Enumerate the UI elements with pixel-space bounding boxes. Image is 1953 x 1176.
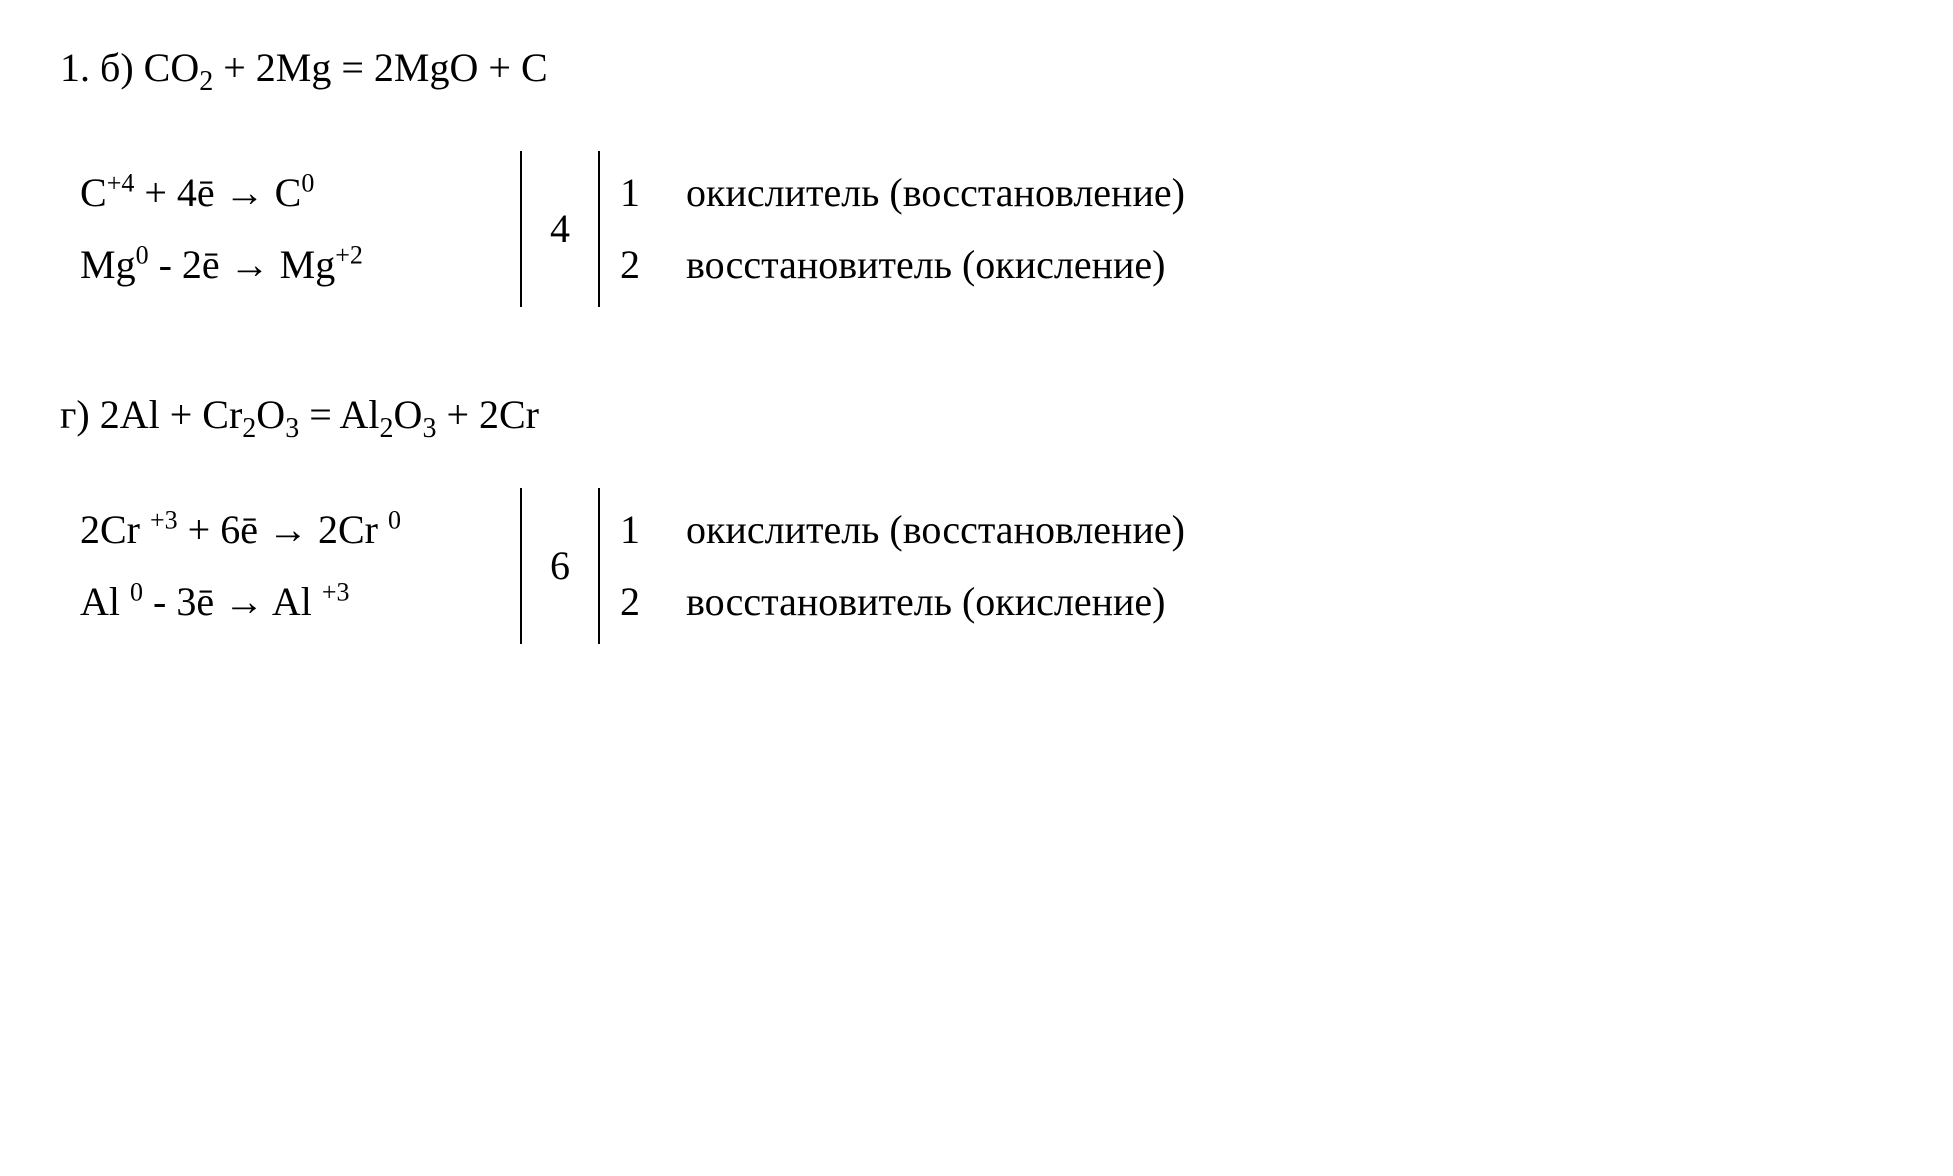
equation-0: CO2 + 2Mg = 2MgO + C [144,45,548,90]
problem-number: 1. [60,45,90,90]
label-0-1: восстановитель (окисление) [686,237,1185,293]
lcm-0: 4 [542,151,578,307]
electron-balance-0: C+4 + 4ē → C0 Mg0 - 2ē → Mg+2 4 1 2 окис… [60,151,1893,307]
divider [520,488,522,644]
coef-1-1: 2 [620,574,652,630]
heading-line-1: г) 2Al + Cr2O3 = Al2O3 + 2Cr [60,387,1893,448]
divider [520,151,522,307]
label-0-0: окислитель (восстановление) [686,165,1185,221]
coef-1-0: 1 [620,502,652,558]
coef-0-0: 1 [620,165,652,221]
coeffs-0: 1 2 [620,151,652,307]
label-1-0: окислитель (восстановление) [686,502,1185,558]
half-reactions-0: C+4 + 4ē → C0 Mg0 - 2ē → Mg+2 [80,151,500,307]
electron-balance-1: 2Cr +3 + 6ē → 2Cr 0 Al 0 - 3ē → Al +3 6 … [60,488,1893,644]
coef-0-1: 2 [620,237,652,293]
half-reaction-0-1: Mg0 - 2ē → Mg+2 [80,237,500,293]
half-reaction-1-0: 2Cr +3 + 6ē → 2Cr 0 [80,502,500,558]
section-letter-1: г) [60,392,90,437]
labels-0: окислитель (восстановление) восстановите… [686,151,1185,307]
half-reaction-0-0: C+4 + 4ē → C0 [80,165,500,221]
section-letter-0: б) [100,45,134,90]
section-1: г) 2Al + Cr2O3 = Al2O3 + 2Cr 2Cr +3 + 6ē… [60,387,1893,644]
section-0: C+4 + 4ē → C0 Mg0 - 2ē → Mg+2 4 1 2 окис… [60,151,1893,307]
divider [598,488,600,644]
divider [598,151,600,307]
half-reaction-1-1: Al 0 - 3ē → Al +3 [80,574,500,630]
labels-1: окислитель (восстановление) восстановите… [686,488,1185,644]
lcm-1: 6 [542,488,578,644]
heading-line: 1. б) CO2 + 2Mg = 2MgO + C [60,40,1893,101]
label-1-1: восстановитель (окисление) [686,574,1185,630]
equation-1: 2Al + Cr2O3 = Al2O3 + 2Cr [100,392,539,437]
half-reactions-1: 2Cr +3 + 6ē → 2Cr 0 Al 0 - 3ē → Al +3 [80,488,500,644]
coeffs-1: 1 2 [620,488,652,644]
